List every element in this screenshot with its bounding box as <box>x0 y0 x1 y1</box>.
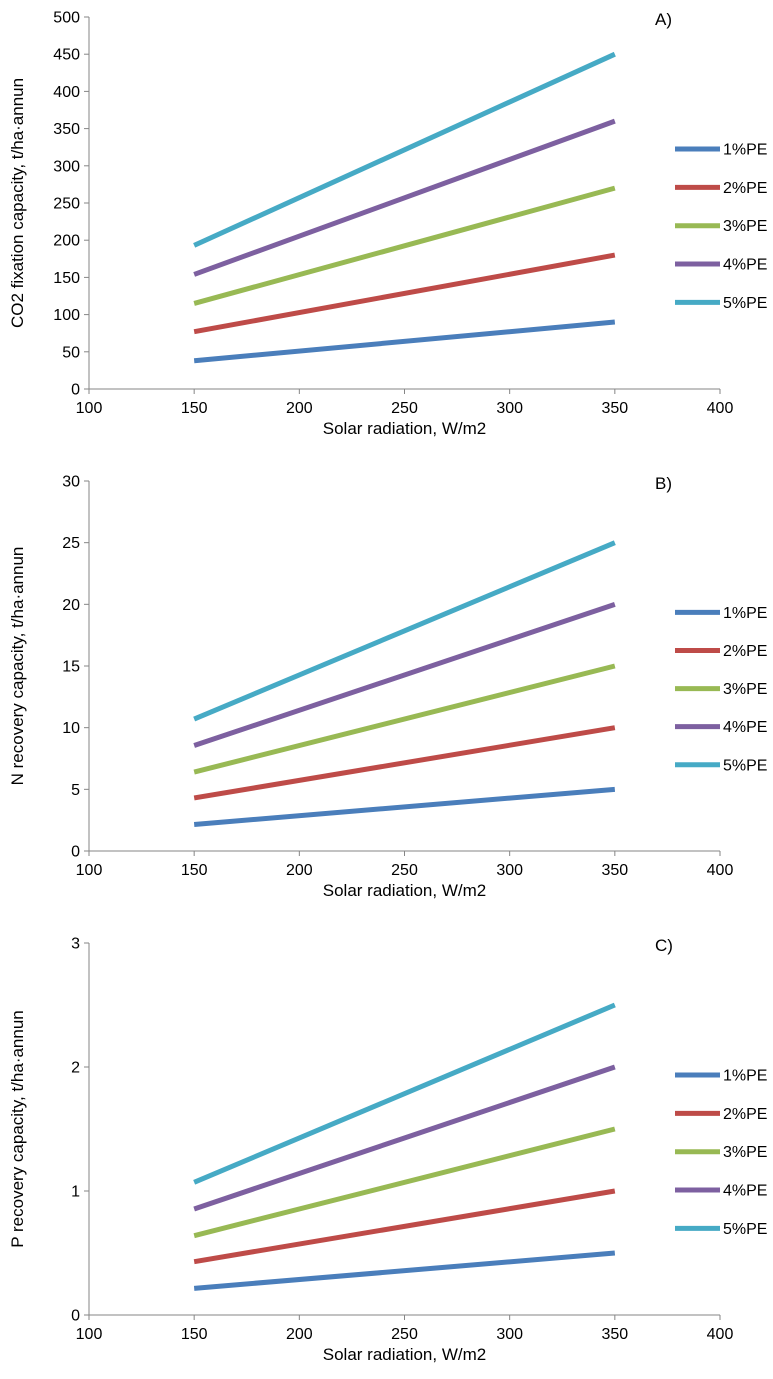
y-tick-label: 400 <box>53 84 80 101</box>
x-tick-label: 100 <box>76 400 103 417</box>
x-axis-title: Solar radiation, W/m2 <box>323 1345 486 1364</box>
series-line-3 <box>193 185 616 306</box>
series-line-4 <box>193 601 616 748</box>
legend: 1%PE 2%PE 3%PE 4%PE 5%PE <box>675 1068 767 1238</box>
y-tick-label: 350 <box>53 121 80 138</box>
chart-panel-2: 0 5 10 15 20 25 30 100 150 200 250 300 350 400 Solar r… <box>8 474 767 901</box>
x-axis-title: Solar radiation, W/m2 <box>323 419 486 438</box>
y-tick-label: 10 <box>62 720 80 737</box>
y-tick-label: 150 <box>53 270 80 287</box>
x-axis-title: Solar radiation, W/m2 <box>323 881 486 900</box>
legend-label: 5%PE <box>723 295 767 312</box>
panel-label: C) <box>655 936 673 955</box>
y-tick-label: 300 <box>53 158 80 175</box>
x-tick-label: 400 <box>707 1326 734 1343</box>
y-tick-label: 100 <box>53 307 80 324</box>
x-tick-label: 250 <box>391 400 418 417</box>
x-tick-label: 300 <box>496 1326 523 1343</box>
legend-label: 1%PE <box>723 1068 767 1085</box>
legend-label: 5%PE <box>723 757 767 774</box>
x-tick-label: 150 <box>181 862 208 879</box>
series-line-2 <box>193 725 616 801</box>
y-tick-label: 25 <box>62 535 80 552</box>
legend-label: 1%PE <box>723 142 767 159</box>
x-tick-label: 350 <box>601 862 628 879</box>
x-tick-label: 200 <box>286 1326 313 1343</box>
y-tick-label: 0 <box>71 844 80 861</box>
x-tick-label: 250 <box>391 862 418 879</box>
x-tick-label: 350 <box>601 400 628 417</box>
x-tick-label: 400 <box>707 400 734 417</box>
chart-panel-1: 0 50 100 150 200 250 300 350 400 450 500 100 150 200 2… <box>8 10 767 439</box>
legend-label: 1%PE <box>723 605 767 622</box>
legend: 1%PE 2%PE 3%PE 4%PE 5%PE <box>675 142 767 312</box>
series-line-2 <box>193 1188 616 1265</box>
y-tick-label: 15 <box>62 659 80 676</box>
y-tick-label: 1 <box>71 1184 80 1201</box>
series-line-5 <box>193 51 616 248</box>
y-tick-label: 5 <box>71 782 80 799</box>
x-tick-label: 250 <box>391 1326 418 1343</box>
series-line-1 <box>193 786 616 827</box>
y-tick-label: 20 <box>62 597 80 614</box>
y-tick-label: 30 <box>62 474 80 491</box>
x-tick-label: 350 <box>601 1326 628 1343</box>
y-tick-label: 50 <box>62 344 80 361</box>
series-line-4 <box>193 118 616 277</box>
series-line-3 <box>193 1126 616 1239</box>
y-tick-label: 200 <box>53 233 80 250</box>
series-line-5 <box>193 540 616 722</box>
x-tick-label: 100 <box>76 1326 103 1343</box>
legend-label: 2%PE <box>723 1106 767 1123</box>
legend-label: 3%PE <box>723 681 767 698</box>
legend-label: 2%PE <box>723 180 767 197</box>
y-tick-label: 3 <box>71 936 80 953</box>
x-tick-label: 150 <box>181 1326 208 1343</box>
legend-label: 4%PE <box>723 257 767 274</box>
legend-label: 4%PE <box>723 1183 767 1200</box>
chart-panel-3: 0 1 2 3 100 150 200 250 300 350 400 Solar radiation… <box>8 936 767 1365</box>
x-tick-label: 400 <box>707 862 734 879</box>
x-tick-label: 200 <box>286 862 313 879</box>
x-tick-label: 300 <box>496 400 523 417</box>
legend-label: 4%PE <box>723 719 767 736</box>
series-line-1 <box>193 1250 616 1291</box>
x-tick-label: 200 <box>286 400 313 417</box>
y-tick-label: 0 <box>71 382 80 399</box>
y-tick-label: 0 <box>71 1308 80 1325</box>
series-line-1 <box>193 319 616 364</box>
series-line-4 <box>193 1064 616 1212</box>
legend-label: 2%PE <box>723 643 767 660</box>
x-tick-label: 300 <box>496 862 523 879</box>
legend-label: 3%PE <box>723 218 767 235</box>
legend-label: 5%PE <box>723 1221 767 1238</box>
x-tick-label: 150 <box>181 400 208 417</box>
series-line-5 <box>193 1002 616 1185</box>
y-tick-label: 500 <box>53 10 80 27</box>
legend: 1%PE 2%PE 3%PE 4%PE 5%PE <box>675 605 767 774</box>
x-tick-label: 100 <box>76 862 103 879</box>
panel-label: B) <box>655 474 672 493</box>
series-line-2 <box>193 252 616 335</box>
y-tick-label: 250 <box>53 196 80 213</box>
series-line-3 <box>193 663 616 775</box>
legend-label: 3%PE <box>723 1144 767 1161</box>
y-tick-label: 450 <box>53 47 80 64</box>
y-axis-title: N recovery capacity, t/ha·annun <box>8 547 27 786</box>
y-tick-label: 2 <box>71 1060 80 1077</box>
panel-label: A) <box>655 10 672 29</box>
y-axis-title: CO2 fixation capacity, t/ha·annun <box>8 78 27 328</box>
y-axis-title: P recovery capacity, t/ha·annun <box>8 1010 27 1248</box>
